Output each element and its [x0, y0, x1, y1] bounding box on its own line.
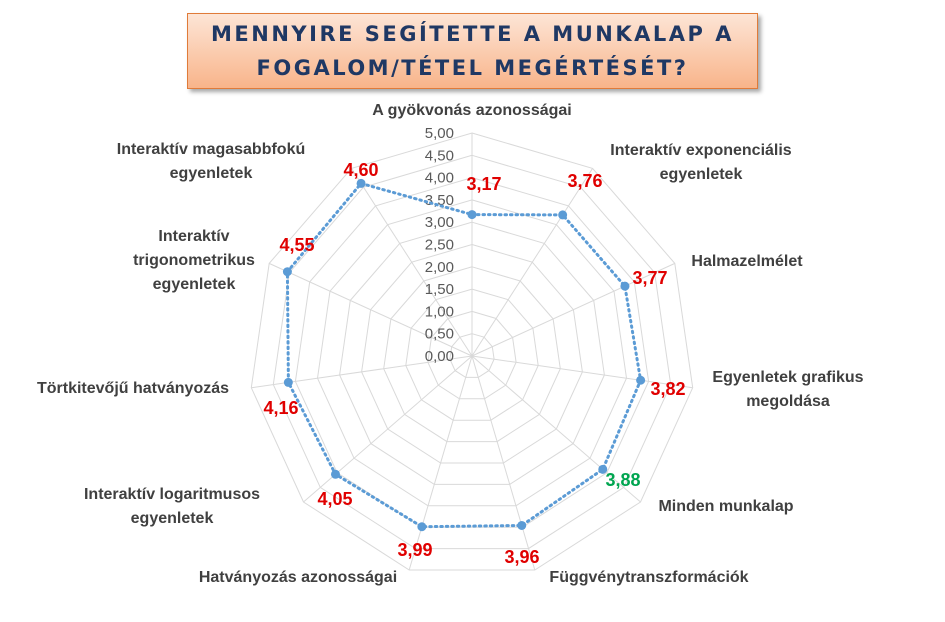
data-value-label: 4,05	[317, 489, 352, 509]
grid-spoke	[351, 168, 473, 357]
data-point	[330, 469, 340, 479]
data-value-label: 4,16	[263, 398, 298, 418]
data-point	[598, 464, 608, 474]
data-value-label: 4,60	[343, 160, 378, 180]
data-value-label: 4,55	[279, 235, 314, 255]
grid-spoke	[408, 355, 473, 571]
category-label: Hatványozás azonosságai	[199, 569, 397, 586]
grid-spoke	[303, 355, 473, 503]
category-label: egyenletek	[153, 276, 236, 293]
category-label: A gyökvonás azonosságai	[372, 102, 571, 119]
category-label: Törtkitevőjű hatványozás	[37, 380, 229, 397]
data-point	[356, 178, 366, 188]
series-line	[285, 181, 643, 529]
axis-tick-label: 1,50	[425, 281, 454, 298]
data-point	[636, 375, 646, 385]
grid-spoke	[471, 355, 693, 389]
category-label: Interaktív logaritmusos	[84, 486, 260, 503]
grid-ring	[339, 221, 605, 485]
data-point	[517, 520, 527, 530]
category-label: Interaktív magasabbfokú	[117, 141, 306, 158]
grid-ring	[316, 199, 628, 507]
category-label: egyenletek	[170, 165, 253, 182]
grid-ring	[361, 243, 583, 464]
grid-spoke	[471, 355, 641, 503]
axis-tick-label: 2,00	[425, 259, 454, 276]
grid-ring	[250, 132, 694, 571]
chart-title: MENNYIRE SEGÍTETTE A MUNKALAP A FOGALOM/…	[211, 22, 734, 80]
data-point	[282, 267, 292, 277]
category-label: trigonometrikus	[133, 252, 255, 269]
axis-tick-label: 4,50	[425, 147, 454, 164]
data-value-label: 3,76	[567, 171, 602, 191]
category-label: egyenletek	[131, 510, 214, 527]
data-point	[283, 377, 293, 387]
data-value-label: 3,96	[504, 547, 539, 567]
chart-title-box: MENNYIRE SEGÍTETTE A MUNKALAP A FOGALOM/…	[187, 13, 758, 89]
category-label: Interaktív exponenciális	[610, 142, 792, 159]
axis-tick-label: 2,50	[425, 237, 454, 254]
grid-ring	[294, 177, 650, 528]
data-point	[558, 210, 568, 220]
axis-tick-label: 5,00	[425, 125, 454, 142]
axis-tick-label: 3,50	[425, 192, 454, 209]
category-label: egyenletek	[660, 166, 743, 183]
grid-spoke	[471, 168, 593, 357]
axis-tick-label: 1,00	[425, 303, 454, 320]
category-label: Interaktív	[158, 228, 229, 245]
data-point	[467, 210, 477, 220]
category-label: Függvénytranszformációk	[549, 569, 748, 586]
grid-spoke	[471, 262, 676, 357]
grid-spoke	[471, 355, 536, 571]
grid-ring	[272, 154, 672, 550]
grid-ring	[449, 333, 495, 378]
data-point	[417, 522, 427, 532]
data-value-label: 3,77	[632, 268, 667, 288]
grid-ring	[405, 288, 539, 421]
grid-ring	[383, 266, 561, 443]
data-value-label: 3,82	[650, 379, 685, 399]
category-label: Egyenletek grafikus	[712, 369, 863, 386]
category-label: Minden munkalap	[658, 498, 793, 515]
data-value-label: 3,17	[466, 174, 501, 194]
data-value-label: 3,99	[397, 540, 432, 560]
axis-tick-label: 0,00	[425, 348, 454, 365]
grid-ring	[427, 310, 517, 400]
category-label: megoldása	[746, 393, 830, 410]
axis-tick-label: 0,50	[425, 326, 454, 343]
grid-spoke	[268, 262, 473, 357]
axis-tick-label: 4,00	[425, 170, 454, 187]
data-point	[620, 281, 630, 291]
category-label: Halmazelmélet	[691, 253, 803, 270]
axis-tick-label: 3,00	[425, 214, 454, 231]
data-value-label: 3,88	[605, 470, 640, 490]
